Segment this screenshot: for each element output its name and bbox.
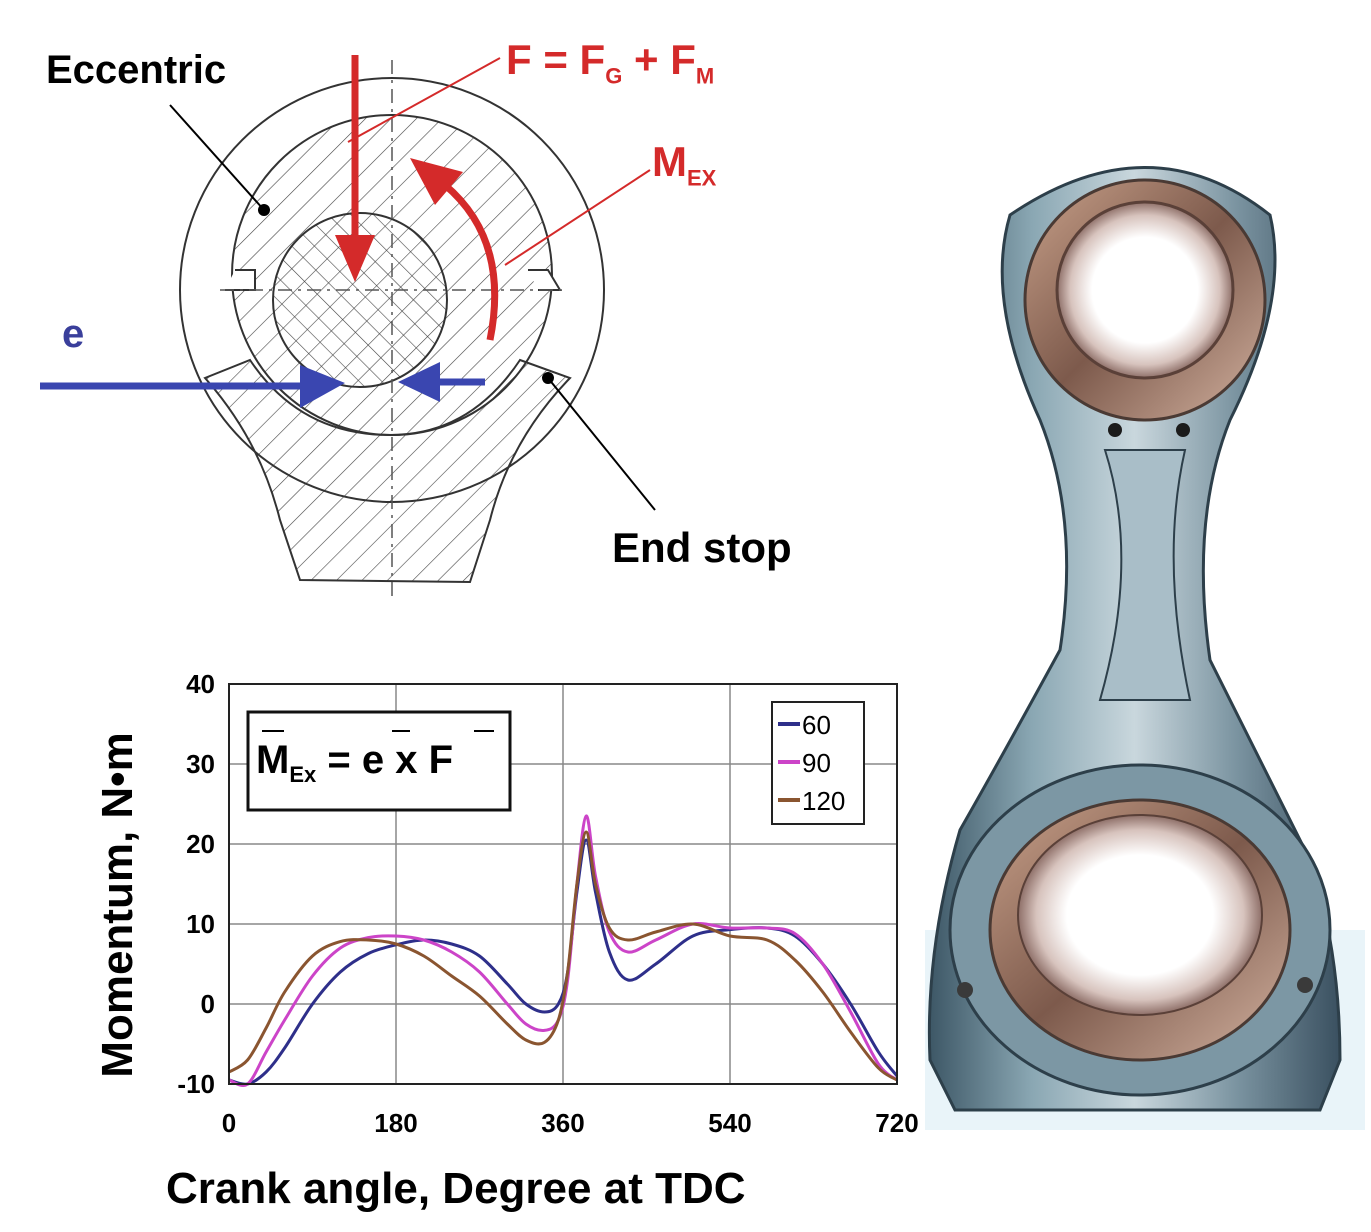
vector-arrow-M [262,730,284,732]
legend-label-60: 60 [802,710,831,740]
y-tick-label: 20 [186,829,215,859]
x-tick-label: 540 [708,1108,751,1138]
moment-equation: MEx = e x F [256,738,454,787]
eccentric-label: Eccentric [46,48,227,92]
moment-label: MEX [652,138,717,191]
plot-frame [228,683,898,1085]
eccentric-leader [169,104,265,211]
equation-box [246,710,512,812]
y-tick-label: -10 [177,1069,215,1099]
rod-lower-body [203,358,572,584]
legend-label-90: 90 [802,748,831,778]
series-line-120 [228,830,898,1082]
y-tick-label: 40 [186,669,215,699]
force-equation-label: F = FG + FM [506,36,715,89]
y-axis-label: Momentum, N•m [93,732,142,1078]
e-arrow-left-head [300,365,345,408]
moment-arc [442,182,499,341]
chart-legend: 60 90 120 [771,701,865,825]
e-arrow-right-head [398,362,440,402]
y-tick-label: 10 [186,909,215,939]
y-tick-label: 0 [201,989,215,1019]
chart-series [228,814,899,1087]
y-tick-label: 30 [186,749,215,779]
x-tick-label: 180 [374,1108,417,1138]
legend-label-120: 120 [802,786,845,816]
end-stop-label: End stop [612,524,792,571]
moment-arrow-head [410,158,463,205]
force-leader [347,57,501,143]
x-tick-label: 360 [541,1108,584,1138]
vector-arrow-F [474,730,494,732]
eq-M: M [256,738,290,782]
x-tick-label: 720 [875,1108,918,1138]
vector-arrow-e [392,730,410,732]
x-axis-label: Crank angle, Degree at TDC [166,1164,746,1213]
x-tick-label: 0 [222,1108,236,1138]
eccentric-diagram [40,55,656,600]
force-arrow-head [335,235,375,282]
inner-pin [272,212,448,388]
eccentricity-label: e [62,312,85,356]
moment-leader [504,169,651,266]
end-stop-leader [547,377,656,511]
